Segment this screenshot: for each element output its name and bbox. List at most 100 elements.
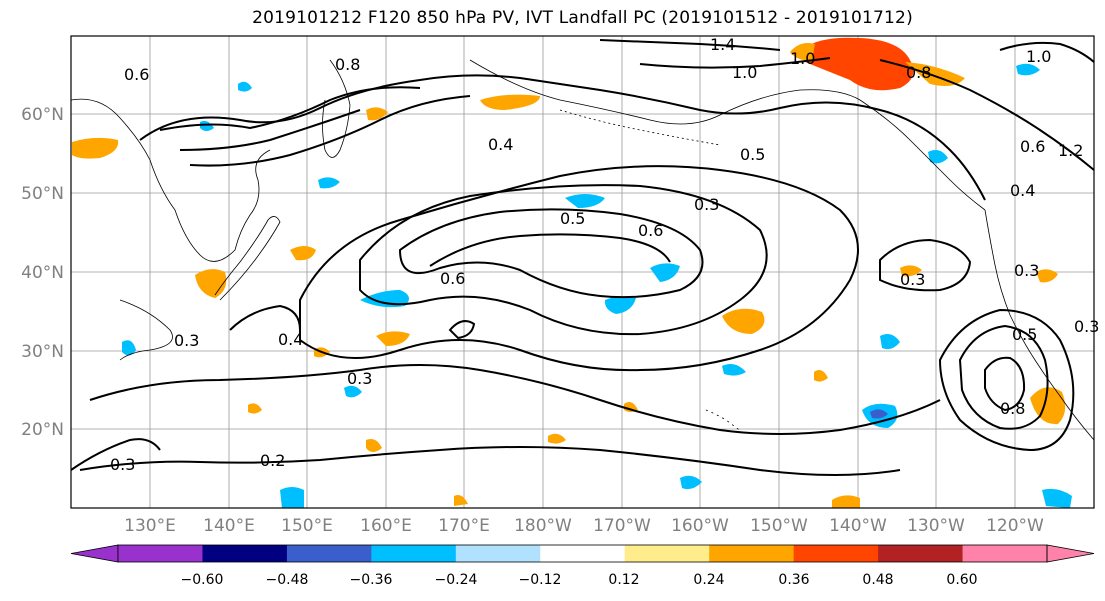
contour-0-2-lower — [79, 446, 901, 476]
contour-label: 0.6 — [124, 65, 149, 84]
colorbar-segment — [962, 545, 1048, 562]
coast-japan — [214, 216, 281, 301]
colorbar-tick-label: 0.60 — [946, 572, 977, 588]
pv-negative-small-9 — [200, 120, 214, 131]
colorbar-tick-labels: −0.60 −0.48 −0.36 −0.24 −0.12 0.12 0.24 … — [181, 572, 978, 588]
colorbar-extend-min — [70, 544, 119, 563]
contour-0-5-center — [398, 208, 704, 299]
lon-label: 150°E — [281, 516, 333, 536]
colorbar-segment — [793, 545, 879, 562]
colorbar-tick-label: −0.60 — [181, 572, 224, 588]
contour-label: 0.4 — [278, 330, 303, 349]
contour-label: 1.0 — [790, 49, 815, 68]
colorbar-tick-label: 0.24 — [693, 572, 724, 588]
map-panel: 0.6 0.8 1.4 1.0 1.0 0.8 1.0 0.4 0.5 0.3 … — [70, 35, 1099, 509]
lat-label: 40°N — [21, 263, 64, 283]
colorbar-tick-label: −0.12 — [519, 572, 562, 588]
contour-label: 0.3 — [900, 270, 925, 289]
colorbar-segment — [202, 545, 288, 562]
lon-label: 180°W — [514, 516, 572, 536]
colorbar: −0.60 −0.48 −0.36 −0.24 −0.12 0.12 0.24 … — [70, 544, 1095, 588]
colorbar-extend-max — [1046, 544, 1095, 563]
pv-negative-north — [565, 194, 605, 208]
colorbar-segment — [118, 545, 203, 562]
contour-0-3-west — [70, 438, 161, 471]
coastlines — [70, 59, 1095, 441]
contour-0-3-small — [448, 320, 476, 340]
lat-label: 60°N — [21, 105, 64, 125]
lon-label: 140°E — [203, 516, 255, 536]
longitude-labels: 130°E 140°E 150°E 160°E 170°E 180°W 170°… — [124, 516, 1044, 536]
pv-negative-small-6 — [928, 150, 948, 164]
contour-label: 0.4 — [1010, 181, 1035, 200]
colorbar-segment — [455, 545, 541, 562]
graticule — [71, 36, 1094, 508]
contour-label: 0.3 — [1014, 261, 1039, 280]
pv-positive-small-8 — [248, 403, 262, 414]
contour-label: 0.4 — [488, 135, 513, 154]
pv-positive-small-12 — [454, 495, 468, 506]
pv-positive-small-13 — [366, 107, 388, 121]
lon-label: 120°W — [986, 516, 1044, 536]
hawaii-islands — [705, 409, 743, 433]
lon-label: 160°E — [360, 516, 412, 536]
pv-positive-small-10 — [814, 370, 828, 382]
pv-positive-siberia — [72, 137, 119, 159]
lon-label: 130°W — [907, 516, 965, 536]
contour-east-loop-outer — [938, 308, 1075, 452]
contour-label: 0.6 — [440, 269, 465, 288]
contour-label: 0.5 — [1012, 325, 1037, 344]
contour-0-8-north — [179, 109, 361, 151]
coast-asia — [70, 98, 271, 262]
lat-label: 20°N — [21, 420, 64, 440]
pv-positive-small-1 — [376, 331, 410, 346]
lat-label: 50°N — [21, 184, 64, 204]
colorbar-tick-label: −0.24 — [435, 572, 478, 588]
contour-1-4-top — [599, 39, 781, 51]
contour-label: 1.0 — [732, 63, 757, 82]
contour-0-3-east-north — [879, 238, 972, 292]
pv-positive-small-7 — [366, 439, 382, 452]
contour-label: 0.3 — [174, 331, 199, 350]
contour-label: 0.8 — [335, 55, 360, 74]
contour-0-4-main — [139, 74, 986, 201]
contour-1-0-right — [999, 41, 1095, 63]
contour-label: 0.3 — [694, 195, 719, 214]
contour-label: 0.5 — [740, 145, 765, 164]
colorbar-segment — [286, 545, 372, 562]
pv-negative-small-5 — [344, 385, 362, 398]
map-border — [70, 35, 1095, 509]
colorbar-tick-label: 0.12 — [608, 572, 639, 588]
contour-label: 0.3 — [347, 369, 372, 388]
pv-negative-center — [604, 296, 636, 314]
coast-kamchatka — [322, 59, 351, 158]
contour-label: 1.0 — [1026, 47, 1051, 66]
contour-label: 0.6 — [638, 221, 663, 240]
pv-negative-small-8 — [238, 81, 252, 92]
contour-labels: 0.6 0.8 1.4 1.0 1.0 0.8 1.0 0.4 0.5 0.3 … — [110, 35, 1099, 474]
colorbar-segment — [540, 545, 626, 562]
contour-0-3-center — [299, 165, 859, 372]
contour-1-0-top — [639, 57, 831, 69]
pv-positive-midpac — [722, 308, 765, 334]
pv-positive-small-2 — [290, 246, 316, 261]
contour-label: 0.8 — [1000, 399, 1025, 418]
lon-label: 170°E — [438, 516, 490, 536]
pv-negative-east-1-core — [870, 409, 888, 419]
pv-positive-bering — [480, 94, 540, 110]
contour-0-6-north — [159, 86, 421, 131]
colorbar-segment — [709, 545, 795, 562]
pv-positive-small-5 — [832, 495, 860, 508]
lon-label: 130°E — [124, 516, 176, 536]
contour-label: 0.5 — [560, 209, 585, 228]
pv-positive-small-3 — [900, 265, 922, 277]
pv-positive-japan — [195, 269, 227, 298]
colorbar-segments — [70, 544, 1095, 563]
contour-label: 1.2 — [1058, 141, 1083, 160]
colorbar-segment — [371, 545, 457, 562]
lon-label: 160°W — [671, 516, 729, 536]
pv-positive-gulf-alaska — [805, 37, 914, 91]
colorbar-tick-label: 0.48 — [862, 572, 893, 588]
lon-label: 150°W — [750, 516, 808, 536]
contour-label: 1.4 — [710, 35, 735, 54]
